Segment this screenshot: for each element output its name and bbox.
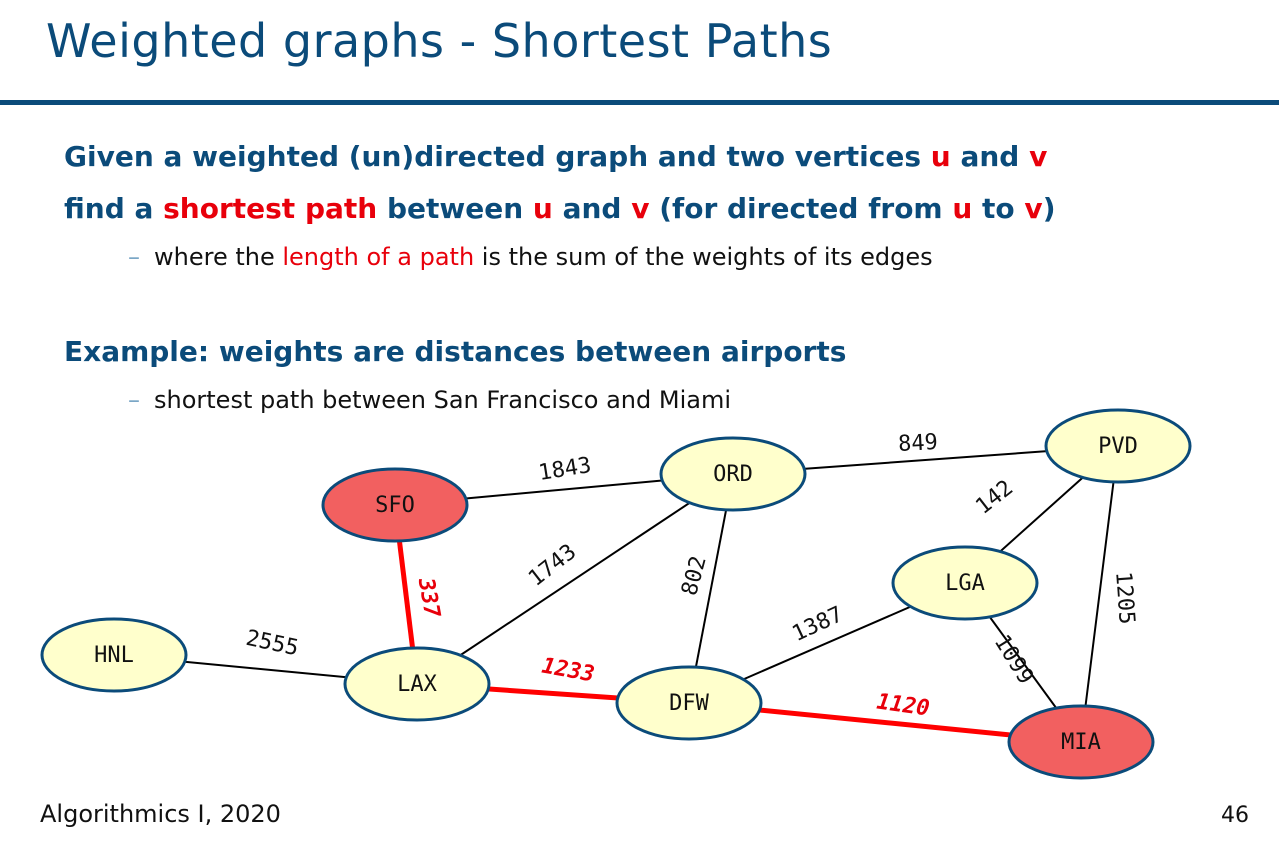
edge-lax-ord (416, 473, 734, 685)
text-segment: is the sum of the weights of its edges (474, 243, 933, 271)
text-segment: Given a weighted (un)directed graph and … (64, 140, 931, 173)
edge-weight-lax-dfw: 1233 (540, 654, 597, 688)
highlighted-term: v (1024, 192, 1043, 225)
node-dfw: DFW (615, 665, 763, 741)
node-lax: LAX (343, 646, 491, 722)
highlighted-term: u (952, 192, 973, 225)
footer-page-number: 46 (1221, 803, 1249, 828)
highlighted-term: v (631, 192, 650, 225)
node-label: HNL (94, 643, 134, 668)
node-label: ORD (713, 462, 753, 487)
node-label: PVD (1098, 434, 1138, 459)
graph-nodes: SFO ORD PVD LGA HNL LAX DFW MIA (40, 408, 1192, 780)
highlighted-term: shortest path (163, 192, 378, 225)
edge-weight-hnl-lax: 2555 (244, 626, 301, 661)
text-segment: (for directed from (649, 192, 953, 225)
dash-marker: – (128, 243, 140, 271)
node-shape (891, 545, 1039, 621)
highlighted-term: u (930, 140, 951, 173)
node-mia: MIA (1007, 704, 1155, 780)
node-label: LGA (945, 571, 985, 596)
edge-weight-sfo-lax: 337 (413, 575, 445, 620)
footer-course: Algorithmics I, 2020 (40, 800, 281, 828)
text-segment: to (972, 192, 1025, 225)
text-segment: between (377, 192, 533, 225)
node-shape (659, 436, 807, 512)
bullet-2-line-1: Example: weights are distances between a… (64, 335, 847, 368)
node-pvd: PVD (1044, 408, 1192, 484)
node-sfo: SFO (321, 467, 469, 543)
node-ord: ORD (659, 436, 807, 512)
node-label: LAX (397, 672, 437, 697)
node-lga: LGA (891, 545, 1039, 621)
title-underline (0, 100, 1279, 105)
slide-title: Weighted graphs - Shortest Paths (46, 14, 833, 68)
node-shape (1007, 704, 1155, 780)
node-label: SFO (375, 493, 415, 518)
bullet-1-line-1: Given a weighted (un)directed graph and … (64, 140, 1047, 173)
node-shape (615, 665, 763, 741)
text-segment: ) (1042, 192, 1056, 225)
text-segment: and (552, 192, 632, 225)
edge-weight-lax-ord: 1743 (524, 539, 581, 591)
node-shape (40, 617, 188, 693)
highlighted-term: length of a path (282, 243, 475, 271)
edge-weight-dfw-mia: 1120 (875, 689, 931, 721)
bullet-2-subpoint-text: shortest path between San Francisco and … (154, 386, 731, 414)
node-shape (321, 467, 469, 543)
dash-marker: – (128, 386, 140, 414)
highlighted-term: u (532, 192, 553, 225)
edge-weight-ord-dfw: 802 (677, 553, 711, 598)
node-hnl: HNL (40, 617, 188, 693)
edge-weight-ord-pvd: 849 (897, 430, 938, 457)
node-label: DFW (669, 691, 709, 716)
bullet-2-subpoint: – shortest path between San Francisco and… (128, 386, 731, 414)
edge-weight-sfo-ord: 1843 (537, 453, 593, 486)
node-shape (343, 646, 491, 722)
highlighted-term: v (1029, 140, 1048, 173)
edge-weight-pvd-lga: 142 (971, 476, 1018, 520)
edge-weight-pvd-mia: 1205 (1110, 571, 1139, 626)
bullet-1-subpoint: – where the length of a path is the sum o… (128, 243, 933, 271)
text-segment: where the (154, 243, 283, 271)
node-shape (1044, 408, 1192, 484)
node-label: MIA (1061, 730, 1101, 755)
edge-weight-dfw-lga: 1387 (788, 602, 847, 647)
edge-ord-dfw (688, 473, 734, 704)
text-segment: and (950, 140, 1030, 173)
bullet-1-line-2: find a shortest path between u and v (fo… (64, 192, 1055, 225)
edge-weight-lga-mia: 1099 (989, 631, 1038, 689)
edge-pvd-mia (1080, 445, 1119, 743)
text-segment: find a (64, 192, 164, 225)
